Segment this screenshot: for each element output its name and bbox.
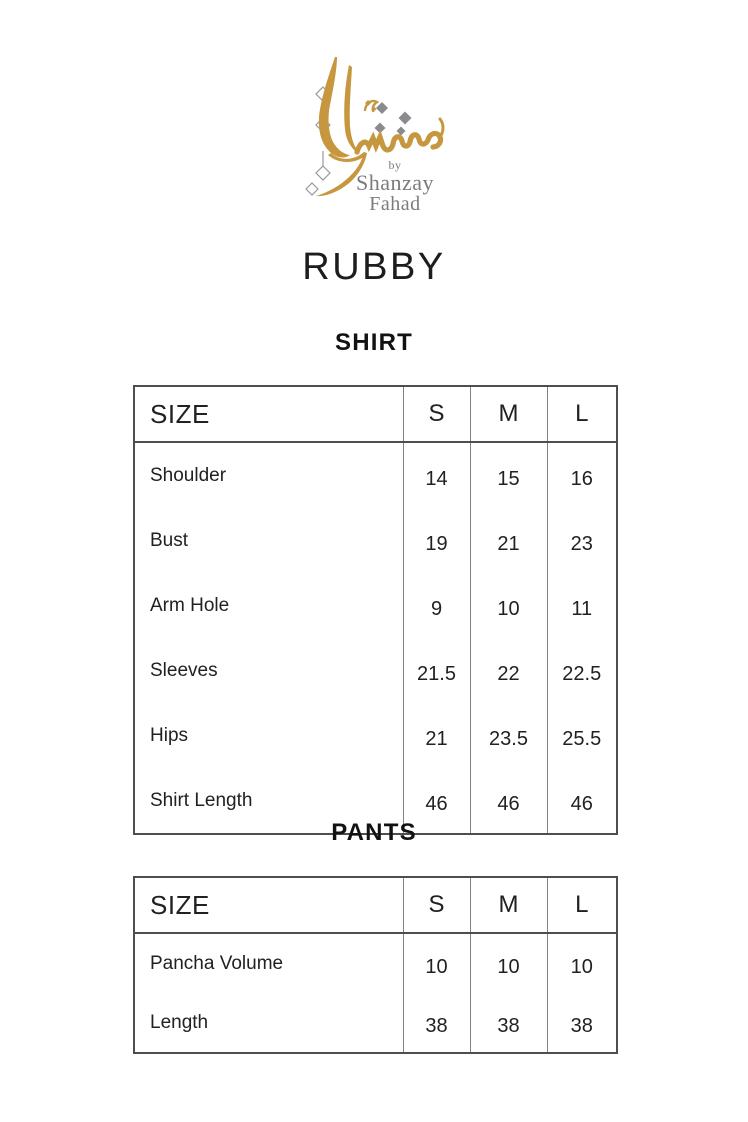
shirt-header-s: S (402, 386, 470, 443)
row-label: Pancha Volume (150, 952, 284, 974)
size-value-cell: 11 (546, 573, 617, 638)
size-value-cell: 16 (546, 442, 617, 508)
size-value-cell: 22.5 (546, 638, 617, 703)
size-value-cell: 19 (402, 508, 470, 573)
size-value-cell: 25.5 (546, 703, 617, 768)
shirt-size-table: SIZE S M L Shoulder 14 15 16 Bust 19 21 … (133, 385, 618, 835)
size-value-cell: 38 (402, 993, 470, 1053)
diamond-dots (374, 102, 412, 136)
size-value-cell: 38 (469, 993, 547, 1053)
brand-name-line1: Shanzay (355, 170, 435, 195)
table-row-hips: Hips 21 23.5 25.5 (134, 703, 617, 768)
shirt-header-size: SIZE (134, 386, 403, 443)
pants-table-header-row: SIZE S M L (134, 877, 617, 934)
pants-header-m: M (469, 877, 547, 934)
size-value-cell: 10 (402, 933, 470, 993)
brand-by-label: by (388, 158, 402, 172)
size-value-cell: 23.5 (469, 703, 547, 768)
size-value-cell: 46 (402, 768, 470, 834)
table-row-sleeves: Sleeves 21.5 22 22.5 (134, 638, 617, 703)
brand-calligraphy-icon (305, 57, 445, 197)
pants-header-s: S (402, 877, 470, 934)
table-row-length: Length 38 38 38 (134, 993, 617, 1053)
table-row-bust: Bust 19 21 23 (134, 508, 617, 573)
shirt-table-header-row: SIZE S M L (134, 386, 617, 443)
size-value-cell: 14 (402, 442, 470, 508)
calligraphy-strokes (316, 57, 377, 197)
pants-size-table: SIZE S M L Pancha Volume 10 10 10 Length… (133, 876, 618, 1054)
pants-header-l: L (546, 877, 617, 934)
size-value-cell: 21.5 (402, 638, 470, 703)
row-label: Arm Hole (150, 594, 230, 616)
size-value-cell: 10 (469, 933, 547, 993)
row-label: Hips (150, 724, 189, 746)
row-label: Sleeves (150, 659, 218, 681)
row-label: Shirt Length (150, 789, 253, 811)
row-label: Bust (150, 529, 189, 551)
brand-name-line2: Fahad (369, 193, 421, 215)
section-title-shirt: SHIRT (335, 329, 413, 356)
size-value-cell: 15 (469, 442, 547, 508)
table-row-pancha-volume: Pancha Volume 10 10 10 (134, 933, 617, 993)
size-value-cell: 21 (469, 508, 547, 573)
row-label: Shoulder (150, 464, 227, 486)
size-value-cell: 9 (402, 573, 470, 638)
pants-header-size: SIZE (134, 877, 403, 934)
calligraphy-word (354, 99, 445, 155)
table-row-shoulder: Shoulder 14 15 16 (134, 442, 617, 508)
size-value-cell: 46 (469, 768, 547, 834)
shirt-header-m: M (469, 386, 547, 443)
shirt-header-l: L (546, 386, 617, 443)
row-label: Length (150, 1011, 209, 1033)
size-value-cell: 38 (546, 993, 617, 1053)
brand-logo: by Shanzay Fahad (294, 53, 454, 221)
size-value-cell: 10 (546, 933, 617, 993)
section-title-pants: PANTS (331, 819, 417, 846)
size-value-cell: 23 (546, 508, 617, 573)
brand-text: by Shanzay Fahad (330, 158, 460, 215)
table-row-arm-hole: Arm Hole 9 10 11 (134, 573, 617, 638)
size-value-cell: 22 (469, 638, 547, 703)
table-row-shirt-length: Shirt Length 46 46 46 (134, 768, 617, 834)
size-value-cell: 21 (402, 703, 470, 768)
product-title: RUBBY (302, 246, 446, 288)
size-value-cell: 46 (546, 768, 617, 834)
size-value-cell: 10 (469, 573, 547, 638)
